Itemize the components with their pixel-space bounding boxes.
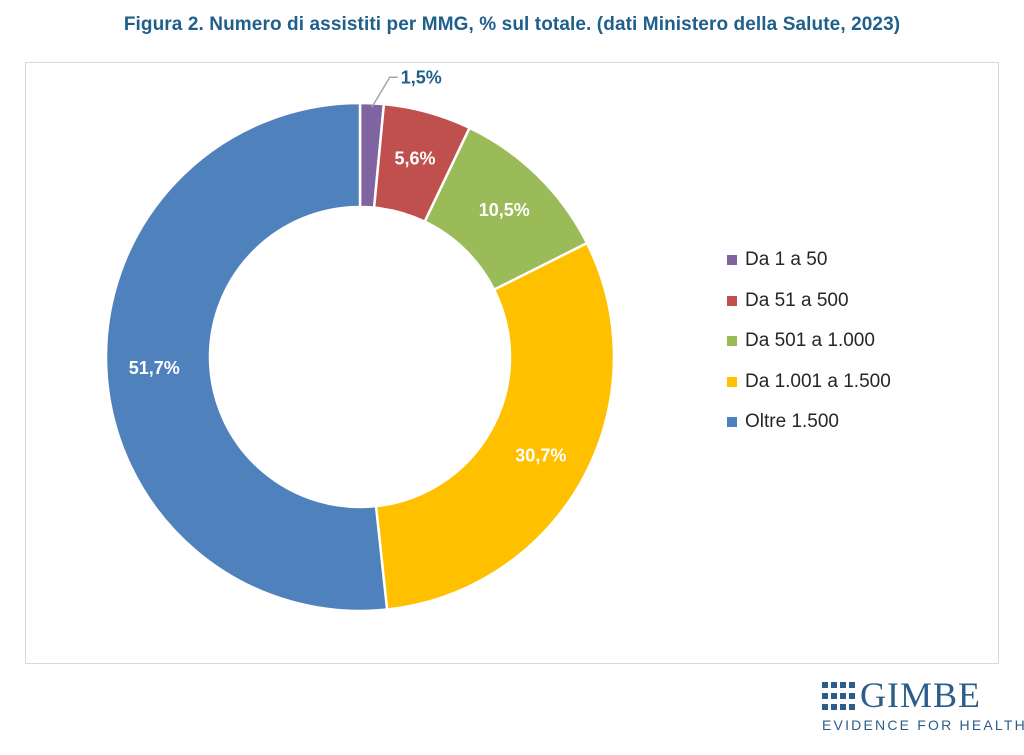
legend-item: Oltre 1.500 bbox=[727, 402, 891, 443]
logo-name: GIMBE bbox=[860, 675, 981, 715]
legend-swatch bbox=[727, 255, 737, 266]
chart-legend: Da 1 a 50 Da 51 a 500 Da 501 a 1.000 Da 1.0… bbox=[727, 240, 891, 443]
gimbe-logo: GIMBE EVIDENCE FOR HEALTH bbox=[820, 675, 1024, 739]
legend-item: Da 51 a 500 bbox=[727, 281, 891, 322]
data-label: 1,5% bbox=[401, 67, 442, 87]
legend-swatch bbox=[727, 417, 737, 428]
donut-slice bbox=[104, 101, 389, 613]
chart-title: Figura 2. Numero di assistiti per MMG, %… bbox=[123, 14, 901, 35]
legend-item: Da 501 a 1.000 bbox=[727, 321, 891, 362]
logo-tagline: EVIDENCE FOR HEALTH bbox=[822, 717, 1024, 733]
donut-slice bbox=[374, 241, 616, 611]
legend-swatch bbox=[727, 295, 737, 306]
data-label: 51,7% bbox=[129, 358, 180, 378]
legend-swatch bbox=[727, 376, 737, 387]
leader-line bbox=[371, 76, 398, 108]
legend-label: Oltre 1.500 bbox=[745, 411, 839, 433]
legend-label: Da 51 a 500 bbox=[745, 289, 849, 311]
data-label: 10,5% bbox=[479, 200, 530, 220]
data-label: 30,7% bbox=[515, 446, 566, 466]
legend-label: Da 1 a 50 bbox=[745, 249, 828, 271]
data-label: 5,6% bbox=[394, 148, 435, 168]
legend-swatch bbox=[727, 336, 737, 347]
legend-label: Da 501 a 1.000 bbox=[745, 330, 875, 352]
gimbe-grid-icon bbox=[822, 682, 855, 710]
legend-item: Da 1.001 a 1.500 bbox=[727, 362, 891, 403]
legend-item: Da 1 a 50 bbox=[727, 240, 891, 281]
legend-label: Da 1.001 a 1.500 bbox=[745, 370, 891, 392]
